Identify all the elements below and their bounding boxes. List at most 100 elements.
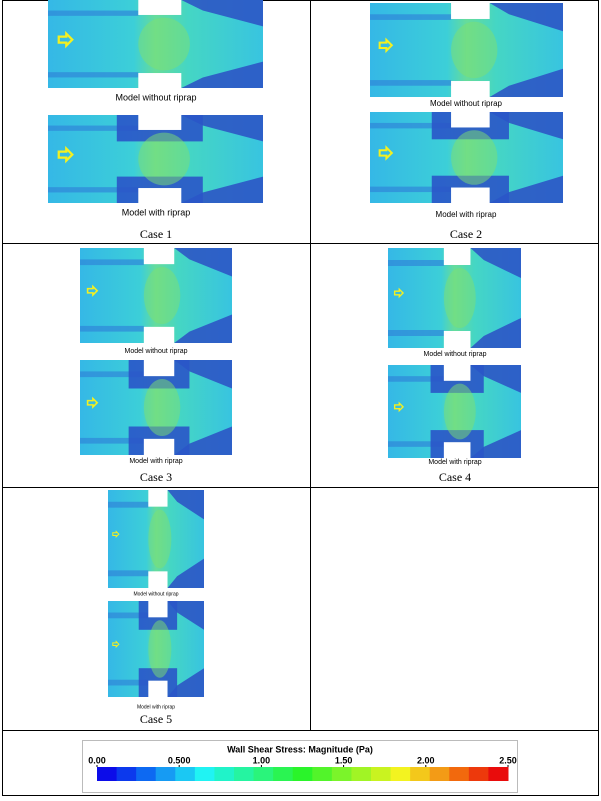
- bank-band: [370, 122, 452, 129]
- high-stress-zone: [451, 21, 498, 79]
- bridge-pier: [451, 112, 490, 128]
- bridge-pier: [143, 326, 175, 343]
- case-label: Case 2: [450, 227, 482, 241]
- low-stress-zone: [181, 0, 263, 27]
- bank-band: [48, 72, 139, 78]
- bank-band: [80, 437, 144, 444]
- low-stress-zone: [489, 68, 563, 97]
- bridge-pier: [443, 365, 471, 381]
- low-stress-zone: [174, 248, 232, 277]
- colorbar-tick-label: 2.00: [417, 755, 435, 765]
- bridge-pier: [143, 438, 175, 455]
- low-stress-zone: [181, 61, 263, 88]
- bank-band: [388, 441, 444, 447]
- flow-arrow: [393, 287, 405, 299]
- colorbar-swatch: [449, 767, 470, 781]
- caption: Model without riprap: [430, 99, 503, 108]
- bridge-pier: [443, 442, 471, 458]
- low-stress-zone: [489, 3, 563, 32]
- colorbar-swatch: [429, 767, 450, 781]
- case-label: Case 1: [140, 227, 172, 241]
- caption: Model with riprap: [428, 459, 481, 466]
- caption: Model with riprap: [129, 458, 182, 465]
- bank-band: [370, 186, 452, 193]
- simulation-render: [80, 248, 232, 343]
- colorbar-swatch: [175, 767, 196, 781]
- simulation-render: [48, 115, 263, 203]
- colorbar-swatch: [273, 767, 294, 781]
- bank-band: [80, 325, 144, 332]
- bank-band: [48, 10, 139, 16]
- bridge-pier: [451, 81, 490, 97]
- caption: Model without riprap: [423, 351, 486, 358]
- bank-band: [388, 376, 444, 382]
- colorbar-swatch: [312, 767, 333, 781]
- caption: Model without riprap: [133, 591, 178, 597]
- colorbar-swatch: [331, 767, 352, 781]
- low-stress-zone: [167, 490, 204, 520]
- bridge-pier: [143, 360, 175, 377]
- flow-arrow: [112, 640, 120, 649]
- low-stress-zone: [470, 248, 521, 278]
- colorbar-swatch: [194, 767, 215, 781]
- high-stress-zone: [443, 268, 476, 328]
- caption: Model without riprap: [115, 92, 196, 102]
- bank-band: [48, 187, 139, 193]
- colorbar-swatch: [292, 767, 313, 781]
- bridge-pier: [148, 601, 168, 618]
- caption: Model with riprap: [436, 210, 497, 219]
- simulation-render: [370, 112, 563, 203]
- simulation-render: [108, 601, 204, 697]
- case-label: Case 5: [140, 712, 172, 726]
- bank-band: [108, 501, 149, 508]
- simulation-render: [370, 3, 563, 97]
- flow-arrow: [86, 396, 99, 409]
- colorbar-tick-label: 0.500: [168, 755, 191, 765]
- bank-band: [370, 14, 452, 20]
- low-stress-zone: [174, 314, 232, 343]
- colorbar-title: Wall Shear Stress: Magnitude (Pa): [227, 744, 373, 754]
- case-label: Case 4: [439, 470, 471, 484]
- high-stress-zone: [451, 130, 498, 185]
- bridge-pier: [138, 188, 182, 203]
- bridge-pier: [451, 187, 490, 203]
- simulation-render: [388, 365, 521, 458]
- flow-arrow: [112, 530, 120, 539]
- bridge-pier: [451, 3, 490, 19]
- flow-arrow: [86, 284, 99, 297]
- high-stress-zone: [443, 383, 476, 440]
- bank-band: [388, 330, 444, 336]
- caption: Model with riprap: [122, 207, 191, 217]
- flow-arrow: [378, 37, 394, 54]
- bridge-pier: [443, 331, 471, 348]
- high-stress-zone: [143, 267, 181, 324]
- colorbar-swatch: [253, 767, 274, 781]
- colorbar-swatch: [234, 767, 255, 781]
- case-label: Case 3: [140, 470, 172, 484]
- colorbar-swatch: [371, 767, 392, 781]
- colorbar-swatch: [214, 767, 235, 781]
- bridge-pier: [138, 0, 182, 15]
- high-stress-zone: [143, 379, 181, 436]
- high-stress-zone: [138, 132, 190, 186]
- simulation-render: [80, 360, 232, 455]
- high-stress-zone: [148, 509, 172, 569]
- bank-band: [108, 570, 149, 577]
- colorbar-swatch: [468, 767, 489, 781]
- colorbar-tick-label: 1.50: [335, 755, 353, 765]
- bank-band: [108, 612, 149, 619]
- colorbar-tick-label: 0.00: [88, 755, 106, 765]
- simulation-render: [388, 248, 521, 348]
- colorbar-box: [82, 740, 518, 793]
- bridge-pier: [148, 571, 168, 588]
- simulation-render: [108, 490, 204, 588]
- bridge-pier: [138, 115, 182, 130]
- colorbar-swatch: [410, 767, 431, 781]
- colorbar-swatch: [136, 767, 157, 781]
- colorbar-swatch: [390, 767, 411, 781]
- bridge-pier: [148, 680, 168, 697]
- bridge-pier: [148, 490, 168, 507]
- bridge-pier: [138, 73, 182, 88]
- bank-band: [80, 371, 144, 378]
